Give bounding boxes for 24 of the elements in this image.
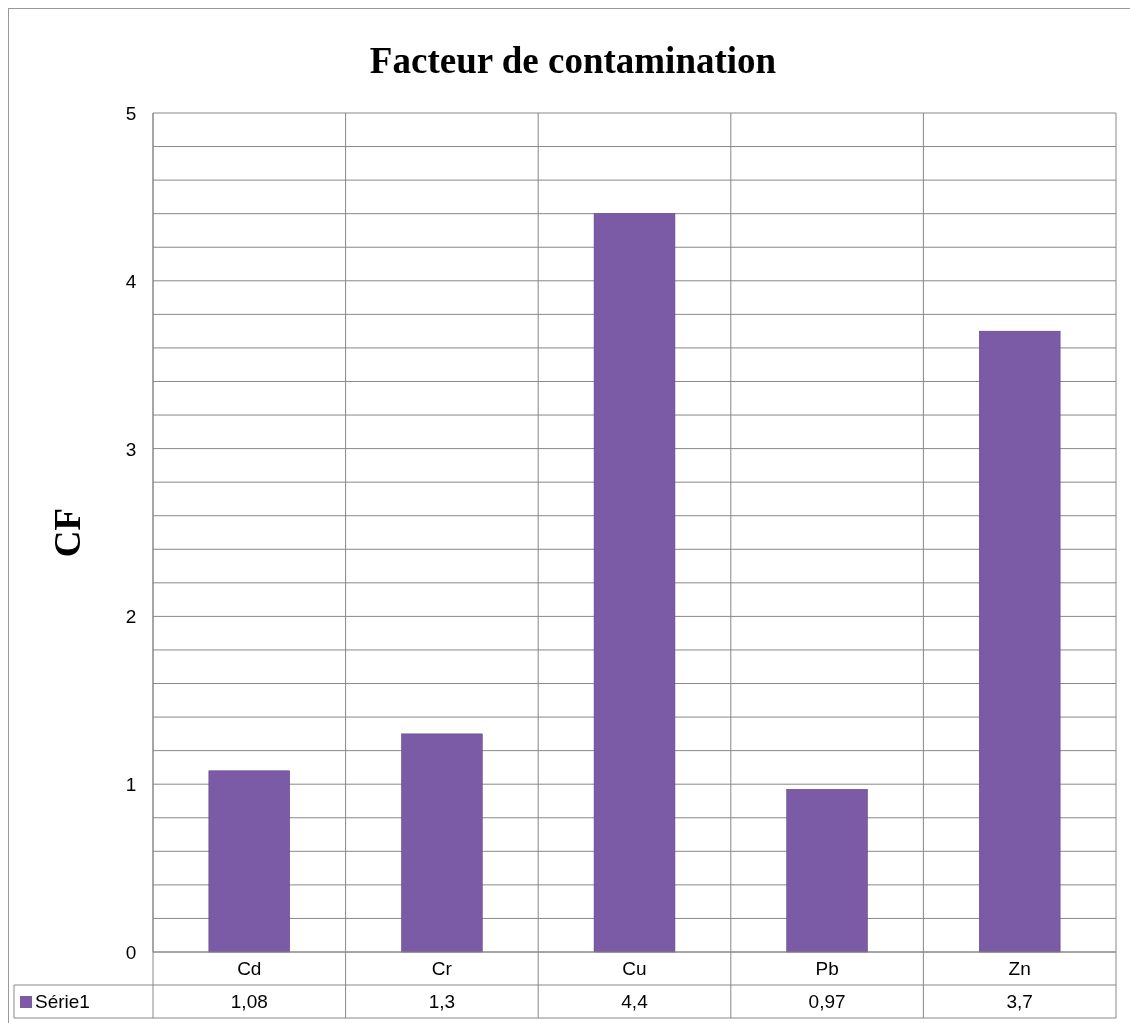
data-label: 1,3 [428,991,456,1012]
data-label: 4,4 [621,991,649,1012]
y-tick-label: 0 [125,942,137,963]
y-tick-label: 5 [125,103,137,124]
y-tick-label: 1 [125,774,137,796]
bar [593,213,676,953]
x-tick-label: Zn [1008,958,1031,979]
data-label: 3,7 [1006,991,1033,1012]
bar [208,770,290,953]
data-label: 1,08 [230,991,268,1012]
y-tick-label: 4 [125,270,137,292]
y-tick-label: 2 [125,606,137,628]
bar [979,330,1061,953]
x-tick-label: Cu [622,958,647,979]
chart-title: Facteur de contamination [369,40,777,81]
x-tick-label: Cr [431,958,453,979]
data-label: 0,97 [808,991,846,1012]
x-tick-label: Cd [237,958,262,979]
bar [401,733,483,953]
legend-label: Série1 [35,991,90,1012]
bar [786,788,868,953]
y-axis-title: CF [47,507,88,558]
x-tick-label: Pb [815,958,839,979]
y-tick-label: 3 [125,438,137,460]
